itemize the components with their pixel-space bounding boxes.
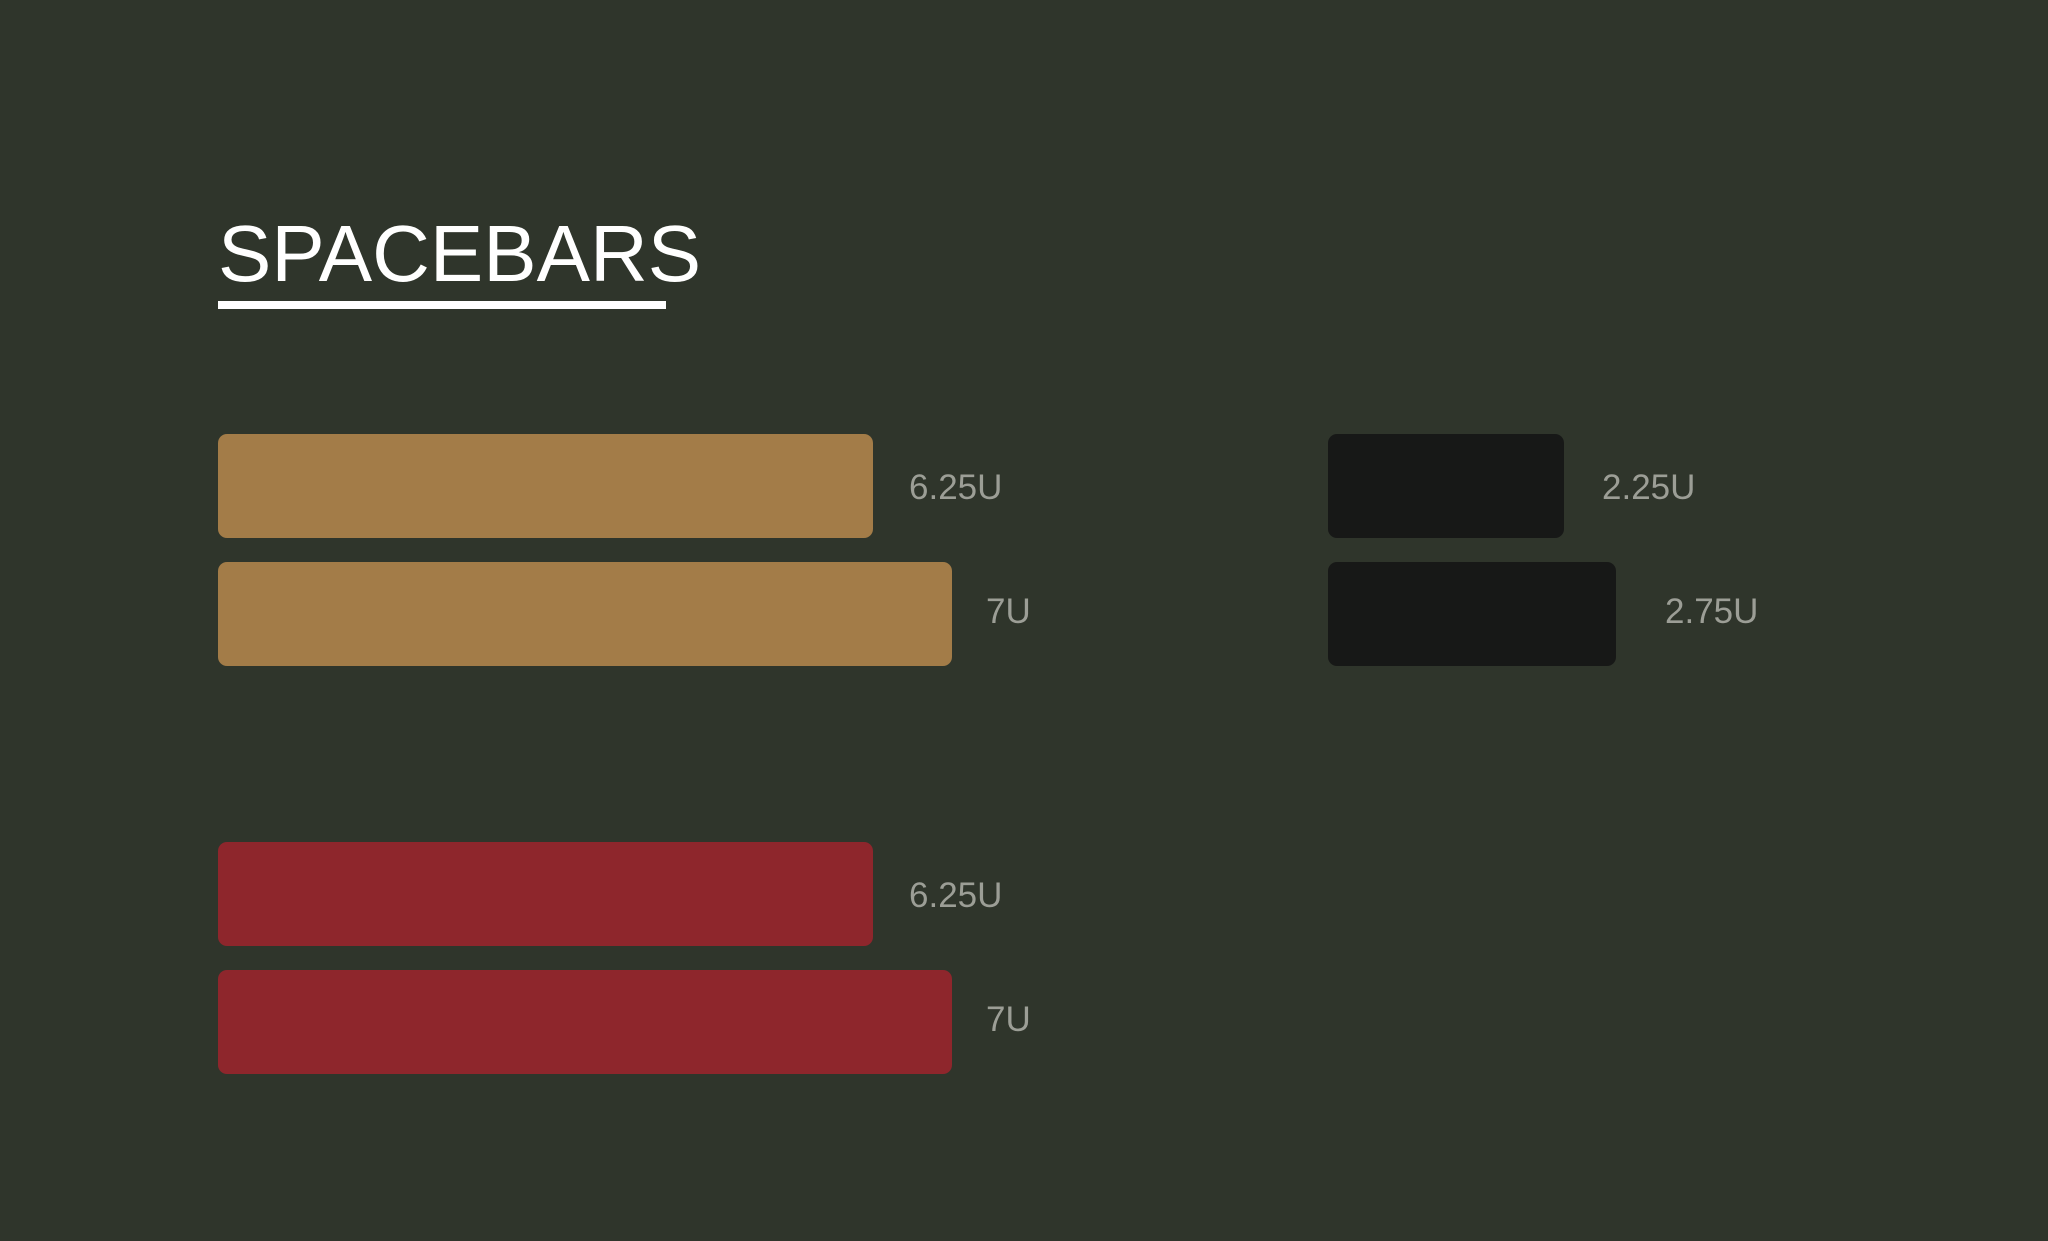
spacebar-label-black-2-75u: 2.75U bbox=[1665, 592, 1759, 631]
spacebar-label-red-6-25u: 6.25U bbox=[909, 876, 1003, 915]
title-underline bbox=[218, 301, 666, 309]
spacebar-red-6-25u[interactable] bbox=[218, 842, 873, 946]
page-title: SPACEBARS bbox=[218, 209, 702, 298]
spacebar-tan-6-25u[interactable] bbox=[218, 434, 873, 538]
spacebar-label-tan-7u: 7U bbox=[986, 592, 1031, 631]
spacebar-black-2-25u[interactable] bbox=[1328, 434, 1564, 538]
spacebar-label-tan-6-25u: 6.25U bbox=[909, 468, 1003, 507]
spacebar-black-2-75u[interactable] bbox=[1328, 562, 1616, 666]
spacebar-label-black-2-25u: 2.25U bbox=[1602, 468, 1696, 507]
spacebar-red-7u[interactable] bbox=[218, 970, 952, 1074]
spacebar-tan-7u[interactable] bbox=[218, 562, 952, 666]
spacebar-label-red-7u: 7U bbox=[986, 1000, 1031, 1039]
